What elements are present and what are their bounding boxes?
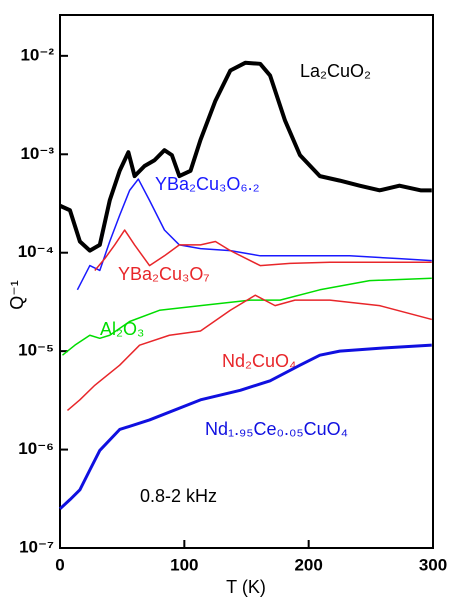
series-line [94,229,432,271]
series-line [76,178,432,291]
y-tick-label: 10⁻⁷ [19,537,54,556]
series-label: YBa₂Cu₃O₇ [118,264,210,284]
y-axis-label: Q⁻¹ [7,280,27,310]
series-line [59,60,432,253]
plot-frame [59,14,434,549]
x-tick-label: 0 [55,555,64,574]
y-tick-label: 10⁻³ [20,144,54,163]
series-line [66,294,432,411]
series-label: Nd₂CuO₄ [222,351,296,371]
series-label: Nd₁.₉₅Ce₀.₀₅CuO₄ [205,419,348,439]
y-tick-label: 10⁻⁴ [18,242,54,261]
x-axis-label: T (K) [226,577,266,597]
annotation: 0.8-2 kHz [140,486,217,506]
y-tick-label: 10⁻⁵ [18,341,54,360]
series-line [62,277,432,356]
series-label: YBa₂Cu₃O₆.₂ [155,174,260,194]
x-tick-label: 200 [294,555,322,574]
series-label: Al₂O₃ [100,319,144,339]
series-line [58,343,432,510]
x-tick-label: 300 [419,555,447,574]
series-label: La₂CuO₂ [300,61,371,81]
y-tick-label: 10⁻² [20,45,54,64]
y-tick-label: 10⁻⁶ [18,439,54,458]
x-tick-label: 100 [170,555,198,574]
